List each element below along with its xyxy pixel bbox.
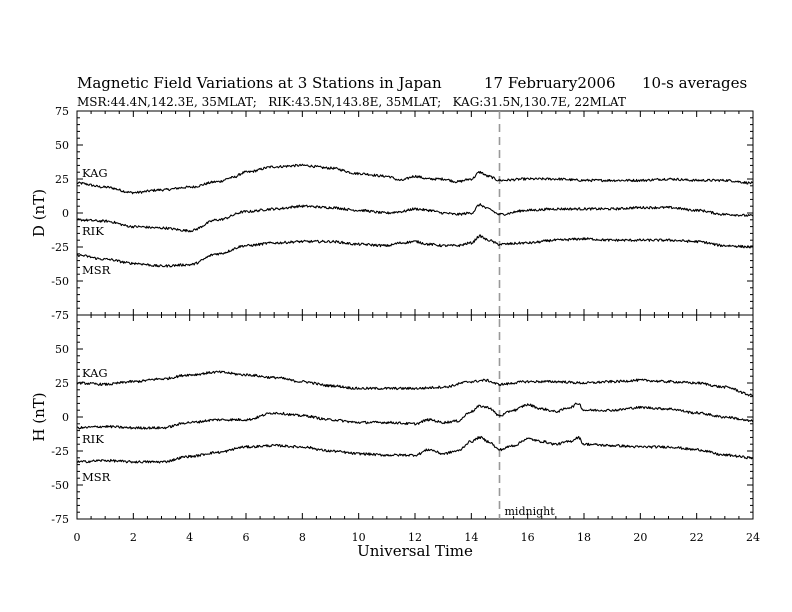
x-tick-label: 4 (186, 531, 193, 544)
series-line-d-msr (76, 234, 754, 268)
x-tick-label: 22 (690, 531, 704, 544)
x-tick-label: 2 (130, 531, 137, 544)
series-line-d-kag (76, 163, 754, 195)
y-tick-label: -25 (51, 445, 69, 458)
series-label-h-rik: RIK (82, 432, 104, 446)
x-tick-label: 20 (633, 531, 647, 544)
y-axis-label-d: D (nT) (30, 189, 48, 237)
y-tick-label: -50 (51, 275, 69, 288)
y-tick-label: -25 (51, 241, 69, 254)
y-tick-label: 50 (55, 139, 69, 152)
y-tick-label: 0 (62, 207, 69, 220)
series-line-h-msr (76, 435, 754, 464)
x-tick-label: 0 (74, 531, 81, 544)
x-tick-label: 6 (243, 531, 250, 544)
y-tick-label: 50 (55, 343, 69, 356)
series-label-h-msr: MSR (82, 470, 111, 484)
y-tick-label: 75 (55, 105, 69, 118)
chart-averaging: 10-s averages (642, 74, 747, 92)
chart-title: Magnetic Field Variations at 3 Stations … (77, 74, 442, 92)
series-group: KAG RIK MSR KAG RIK MSR (76, 163, 754, 484)
x-tick-label: 10 (352, 531, 366, 544)
y-tick-label: 25 (55, 173, 69, 186)
station-coordinates: MSR:44.4N,142.3E, 35MLAT; RIK:43.5N,143.… (77, 95, 626, 109)
x-tick-label: 12 (408, 531, 422, 544)
x-tick-label: 16 (521, 531, 535, 544)
series-label-h-kag: KAG (82, 366, 108, 380)
panel-h-frame (76, 314, 754, 520)
series-line-d-rik (76, 203, 754, 233)
series-label-d-kag: KAG (82, 166, 108, 180)
y-tick-label: 0 (62, 411, 69, 424)
y-tick-label: -75 (51, 309, 69, 322)
y-axis-label-h: H (nT) (30, 392, 48, 441)
x-tick-label: 24 (746, 531, 760, 544)
x-tick-label: 14 (464, 531, 478, 544)
chart-date: 17 February2006 (484, 74, 616, 92)
series-label-d-rik: RIK (82, 224, 104, 238)
x-tick-label: 18 (577, 531, 591, 544)
series-line-h-rik (76, 402, 754, 430)
midnight-label: midnight (505, 505, 556, 518)
y-tick-label: -75 (51, 513, 69, 526)
panel-d-frame (76, 110, 754, 316)
y-tick-label: 25 (55, 377, 69, 390)
series-line-h-kag (76, 370, 754, 397)
x-axis-label: Universal Time (357, 542, 473, 560)
y-tick-label: -50 (51, 479, 69, 492)
series-label-d-msr: MSR (82, 263, 111, 277)
x-tick-label: 8 (299, 531, 306, 544)
